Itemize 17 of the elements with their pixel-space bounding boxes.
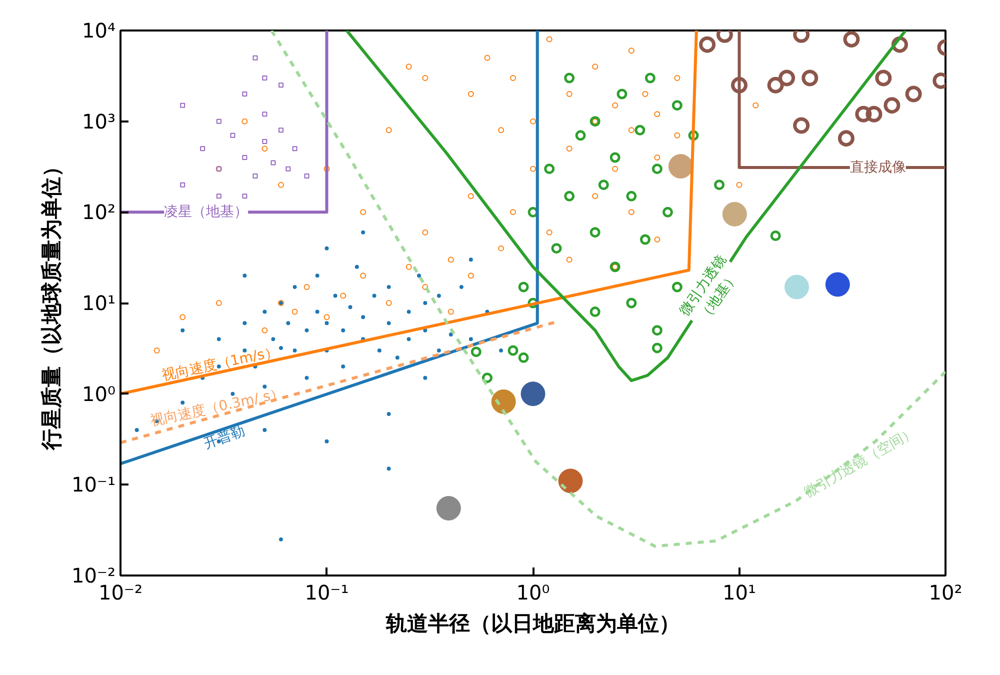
y-tick-label: 10⁰ [82,382,116,406]
y-axis-title: 行星质量（以地球质量为单位） [39,156,64,451]
x-tick-label: 10⁻¹ [304,580,349,604]
x-axis-title: 轨道半径（以日地距离为单位） [385,612,680,636]
y-tick-label: 10⁴ [82,18,116,42]
x-tick-label: 10² [928,580,962,604]
annotation: 视向速度（1m/s） [160,344,280,384]
x-tick-label: 10¹ [722,580,756,604]
annotation: 开普勒 [202,422,248,452]
y-tick-label: 10³ [82,109,116,134]
x-tick-label: 10⁰ [516,580,550,604]
annotation: 凌星（地基） [164,204,248,220]
annotation: 直接成像 [850,160,906,176]
annotation: 微引力透镜 （地基） [676,252,742,324]
y-tick-label: 10² [82,200,116,224]
y-tick-label: 10¹ [82,291,116,315]
y-tick-label: 10⁻¹ [71,472,116,497]
